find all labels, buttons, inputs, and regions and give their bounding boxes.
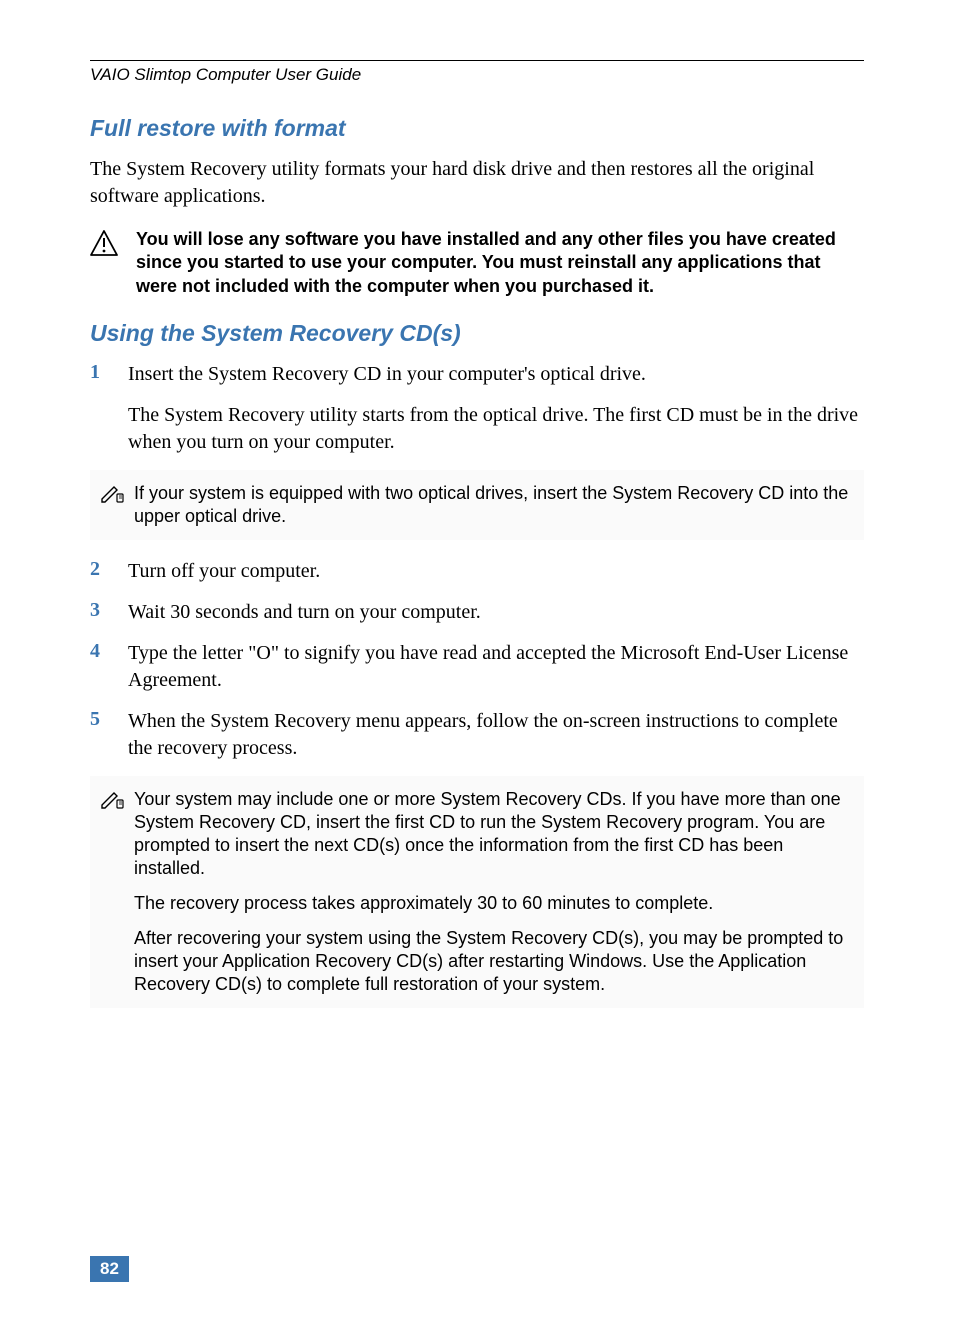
step-body: Wait 30 seconds and turn on your compute…	[128, 599, 864, 626]
note-text: If your system is equipped with two opti…	[134, 482, 854, 528]
running-head: VAIO Slimtop Computer User Guide	[90, 65, 864, 85]
step-subtext: The System Recovery utility starts from …	[128, 402, 864, 456]
step-number: 3	[90, 599, 128, 626]
pencil-note-icon	[100, 485, 124, 508]
step-number: 5	[90, 708, 128, 762]
document-page: VAIO Slimtop Computer User Guide Full re…	[0, 0, 954, 1340]
note-para-1: Your system may include one or more Syst…	[134, 788, 854, 880]
top-rule	[90, 60, 864, 61]
step-text: Insert the System Recovery CD in your co…	[128, 361, 864, 388]
step-5: 5 When the System Recovery menu appears,…	[90, 708, 864, 762]
step-1: 1 Insert the System Recovery CD in your …	[90, 361, 864, 456]
step-number: 4	[90, 640, 128, 694]
step-body: Turn off your computer.	[128, 558, 864, 585]
warning-box: You will lose any software you have inst…	[90, 228, 864, 298]
caution-triangle-icon	[90, 230, 118, 261]
step-body: When the System Recovery menu appears, f…	[128, 708, 864, 762]
note-para-2: The recovery process takes approximately…	[134, 892, 854, 915]
note-para-3: After recovering your system using the S…	[134, 927, 854, 996]
section1-intro: The System Recovery utility formats your…	[90, 156, 864, 210]
section-title-using-recovery: Using the System Recovery CD(s)	[90, 320, 864, 347]
step-2: 2 Turn off your computer.	[90, 558, 864, 585]
step-number: 1	[90, 361, 128, 456]
pencil-note-icon	[100, 791, 124, 814]
step-body: Type the letter "O" to signify you have …	[128, 640, 864, 694]
note-box-1: If your system is equipped with two opti…	[90, 470, 864, 540]
note-text: Your system may include one or more Syst…	[134, 788, 854, 996]
step-4: 4 Type the letter "O" to signify you hav…	[90, 640, 864, 694]
step-number: 2	[90, 558, 128, 585]
section-title-full-restore: Full restore with format	[90, 115, 864, 142]
step-3: 3 Wait 30 seconds and turn on your compu…	[90, 599, 864, 626]
step-body: Insert the System Recovery CD in your co…	[128, 361, 864, 456]
note-box-2: Your system may include one or more Syst…	[90, 776, 864, 1008]
warning-text: You will lose any software you have inst…	[136, 228, 864, 298]
page-number: 82	[90, 1256, 129, 1282]
ordered-steps: 1 Insert the System Recovery CD in your …	[90, 361, 864, 1008]
